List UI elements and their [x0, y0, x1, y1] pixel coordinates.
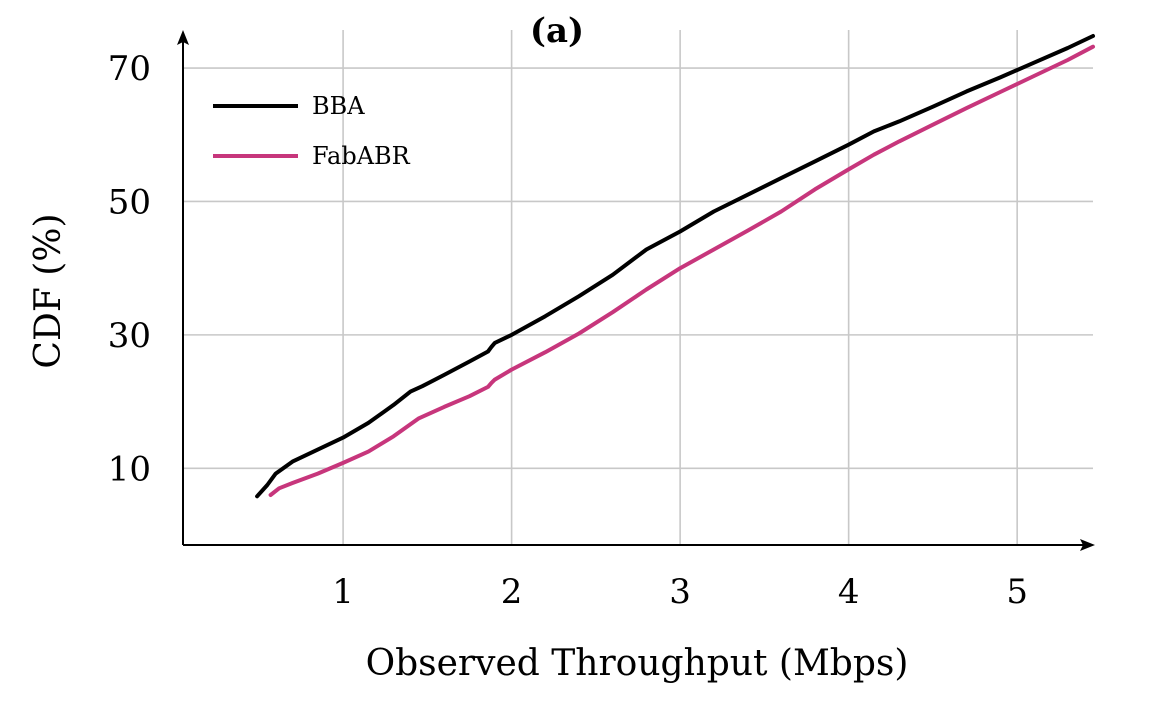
x-axis-arrow-icon — [1080, 539, 1095, 551]
x-tick-label: 5 — [1006, 572, 1028, 612]
legend-label-fababr: FabABR — [312, 142, 411, 170]
series-lines — [255, 34, 1095, 499]
x-axis-title: Observed Throughput (Mbps) — [366, 643, 909, 684]
y-tick-label: 30 — [108, 316, 151, 356]
legend-label-bba: BBA — [312, 92, 365, 120]
series-line-bba — [255, 34, 1095, 499]
y-tick-label: 70 — [108, 49, 151, 89]
tick-labels: 1 2 3 4 5 10 30 50 70 — [108, 49, 1028, 612]
series-line-fababr — [268, 44, 1095, 497]
x-tick-label: 1 — [332, 572, 354, 612]
y-axis-arrow-icon — [177, 30, 189, 45]
chart-title: (a) — [530, 11, 584, 51]
x-tick-label: 3 — [669, 572, 691, 612]
x-tick-label: 4 — [838, 572, 860, 612]
axes — [177, 30, 1095, 551]
y-tick-label: 10 — [108, 449, 151, 489]
y-axis-title: CDF (%) — [28, 213, 69, 368]
x-tick-label: 2 — [501, 572, 523, 612]
y-tick-label: 50 — [108, 182, 151, 222]
legend: BBA FabABR — [213, 92, 411, 170]
